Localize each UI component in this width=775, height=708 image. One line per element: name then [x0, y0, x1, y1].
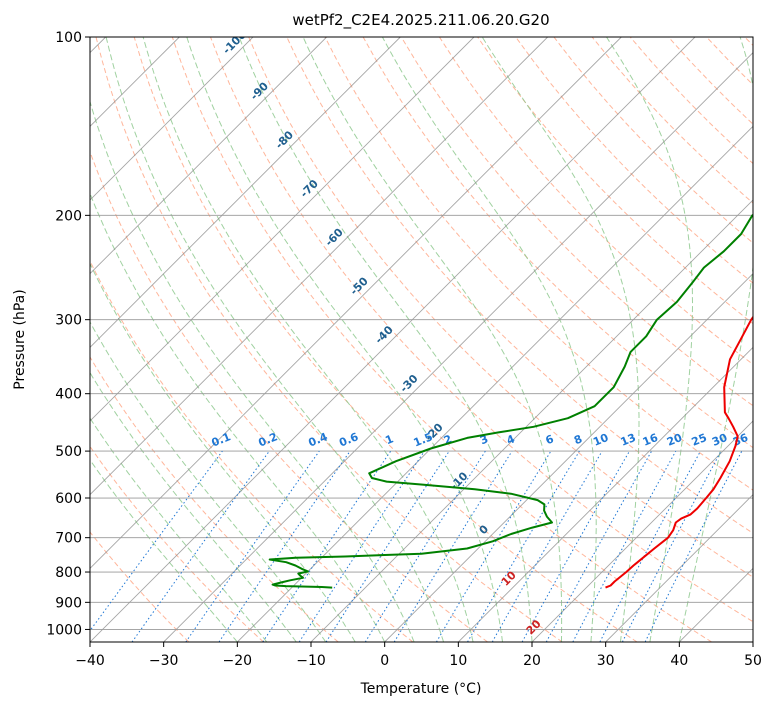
- mixing-ratio-line: [326, 451, 449, 642]
- mixing-ratio-line: [219, 451, 350, 642]
- y-axis-ticks: 100 200 300 400 500 600 700 800 900 1000: [46, 30, 90, 638]
- mixing-ratio-label: 0.4: [307, 430, 330, 449]
- mixing-ratio-label: 13: [619, 431, 638, 449]
- x-tick-label: 50: [744, 653, 762, 669]
- isotherm-label: -90: [248, 79, 271, 102]
- moist-adiabat: [187, 37, 503, 642]
- x-tick-label: 40: [670, 653, 688, 669]
- isotherm-label: -80: [273, 128, 296, 151]
- mixing-ratio-label: 0.6: [337, 430, 360, 449]
- y-tick-label: 500: [55, 444, 82, 460]
- x-tick-label: −30: [149, 653, 179, 669]
- moist-adiabat: [303, 37, 561, 642]
- moist-adiabat: [74, 37, 414, 642]
- dry-adiabat: [516, 37, 775, 642]
- x-tick-label: −40: [75, 653, 105, 669]
- y-tick-label: 200: [55, 208, 82, 224]
- isotherm-line: [532, 37, 775, 642]
- isotherm-line: [0, 37, 327, 642]
- plot-frame: [90, 37, 753, 642]
- mixing-ratio-label: 1: [383, 432, 395, 447]
- y-tick-label: 600: [55, 491, 82, 507]
- mixing-ratio-labels: 0.1 0.2 0.4 0.6 1 1.5 2 3 4 6 8 10 13 16 20 25 30 36: [210, 430, 751, 449]
- mixing-ratio-label: 0.1: [210, 430, 233, 449]
- x-tick-label: 20: [523, 653, 541, 669]
- isotherm-label: -30: [397, 372, 420, 395]
- isotherm-line: [164, 37, 769, 642]
- mixing-ratio-label: 30: [710, 431, 729, 449]
- isotherm-label: -50: [348, 274, 371, 297]
- y-tick-label: 800: [55, 565, 82, 581]
- y-tick-label: 300: [55, 313, 82, 329]
- mixing-ratio-label: 16: [641, 431, 660, 449]
- temperature-trace: [606, 37, 775, 588]
- dry-adiabat: [668, 37, 775, 642]
- x-axis-ticks: −40 −30 −20 −10 0 10 20 30 40 50: [75, 642, 762, 669]
- moist-adiabat: [679, 37, 760, 642]
- mixing-ratio-line: [468, 451, 580, 642]
- x-axis-label: Temperature (°C): [360, 681, 482, 697]
- mixing-ratio-label: 0.2: [257, 430, 280, 449]
- isotherm-label: 10: [499, 568, 519, 588]
- chart-title: wetPf2_C2E4.2025.211.06.20.G20: [292, 11, 549, 30]
- y-tick-label: 100: [55, 30, 82, 46]
- isotherm-line: [0, 37, 400, 642]
- dry-adiabat: [592, 37, 775, 642]
- x-tick-label: 10: [449, 653, 467, 669]
- y-tick-label: 700: [55, 531, 82, 547]
- y-axis-label: Pressure (hPa): [12, 289, 28, 389]
- mixing-ratio-line: [546, 451, 651, 642]
- mixing-ratio-label: 8: [572, 432, 584, 447]
- mixing-ratio-label: 4: [505, 432, 517, 447]
- moist-adiabat: [382, 37, 596, 642]
- y-tick-label: 900: [55, 595, 82, 611]
- isotherm-line: [0, 37, 548, 642]
- mixing-ratio-line: [82, 451, 223, 642]
- y-tick-label: 400: [55, 387, 82, 403]
- x-tick-label: 0: [380, 653, 389, 669]
- dry-adiabat: [363, 37, 775, 642]
- isotherm-line: [0, 37, 253, 642]
- dry-adiabat: [745, 37, 775, 642]
- mixing-ratio-label: 10: [591, 431, 610, 449]
- isotherm-label: -40: [373, 323, 396, 346]
- isotherm-label: -70: [298, 177, 321, 200]
- moist-adiabat: [46, 37, 384, 642]
- isotherm-line: [237, 37, 775, 642]
- dry-adiabat: [20, 37, 413, 642]
- dry-adiabat: [0, 37, 338, 642]
- moist-adiabat: [22, 37, 356, 642]
- isotherm-line: [16, 37, 621, 642]
- dry-adiabat: [0, 37, 264, 642]
- mixing-ratio-label: 6: [544, 432, 556, 447]
- x-tick-label: 30: [597, 653, 615, 669]
- mixing-ratio-line: [263, 451, 391, 642]
- isotherm-line: [679, 37, 775, 642]
- isotherm-line: [458, 37, 775, 642]
- isotherm-label: 0: [477, 522, 492, 537]
- isotherm-line: [753, 37, 775, 642]
- isotherm-line: [0, 37, 474, 642]
- moist-adiabat: [0, 37, 237, 642]
- isotherm-label: 30: [549, 666, 569, 686]
- isotherm-line: [90, 37, 695, 642]
- x-tick-label: −20: [223, 653, 253, 669]
- moist-adiabat: [482, 37, 639, 642]
- x-tick-label: −10: [296, 653, 326, 669]
- mixing-ratio-label: 25: [690, 431, 709, 449]
- y-tick-label: 1000: [46, 622, 82, 638]
